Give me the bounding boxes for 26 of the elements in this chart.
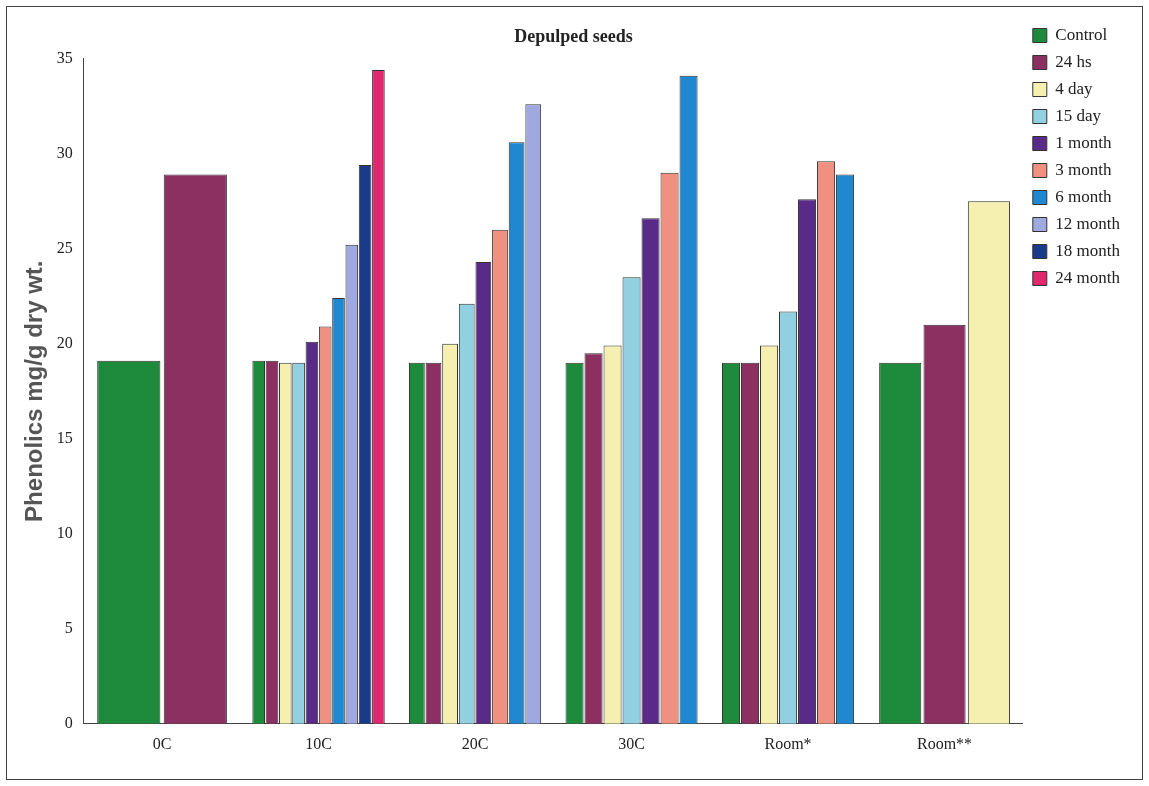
legend-label: 6 month [1055, 186, 1112, 206]
legend-label: 3 month [1055, 159, 1112, 179]
chart-title: Depulped seeds [514, 26, 633, 47]
y-tick-label: 30 [56, 143, 73, 161]
y-tick-label: 10 [56, 523, 73, 541]
y-axis-title: Phenolics mg/g dry wt. [20, 260, 48, 522]
legend-label: 12 month [1055, 213, 1121, 233]
x-tick-label: 30C [618, 734, 645, 752]
x-tick-label: Room** [916, 734, 973, 752]
x-tick-label: 0C [152, 734, 172, 752]
legend-label: 15 day [1055, 105, 1102, 125]
x-tick-label: 20C [461, 734, 489, 752]
x-tick-label: 10C [305, 734, 332, 752]
legend-label: 18 month [1055, 240, 1121, 260]
legend-label: Control [1055, 24, 1108, 44]
y-tick-label: 5 [64, 618, 73, 636]
legend-label: 1 month [1055, 132, 1112, 152]
x-tick-label: Room* [764, 734, 812, 752]
legend-label: 4 day [1055, 78, 1094, 98]
y-tick-label: 15 [56, 428, 73, 446]
legend-label: 24 month [1055, 267, 1121, 287]
y-tick-label: 20 [56, 333, 73, 351]
y-tick-label: 35 [56, 48, 73, 66]
legend-label: 24 hs [1055, 51, 1092, 71]
y-tick-label: 25 [56, 238, 73, 256]
y-tick-label: 0 [64, 714, 73, 731]
